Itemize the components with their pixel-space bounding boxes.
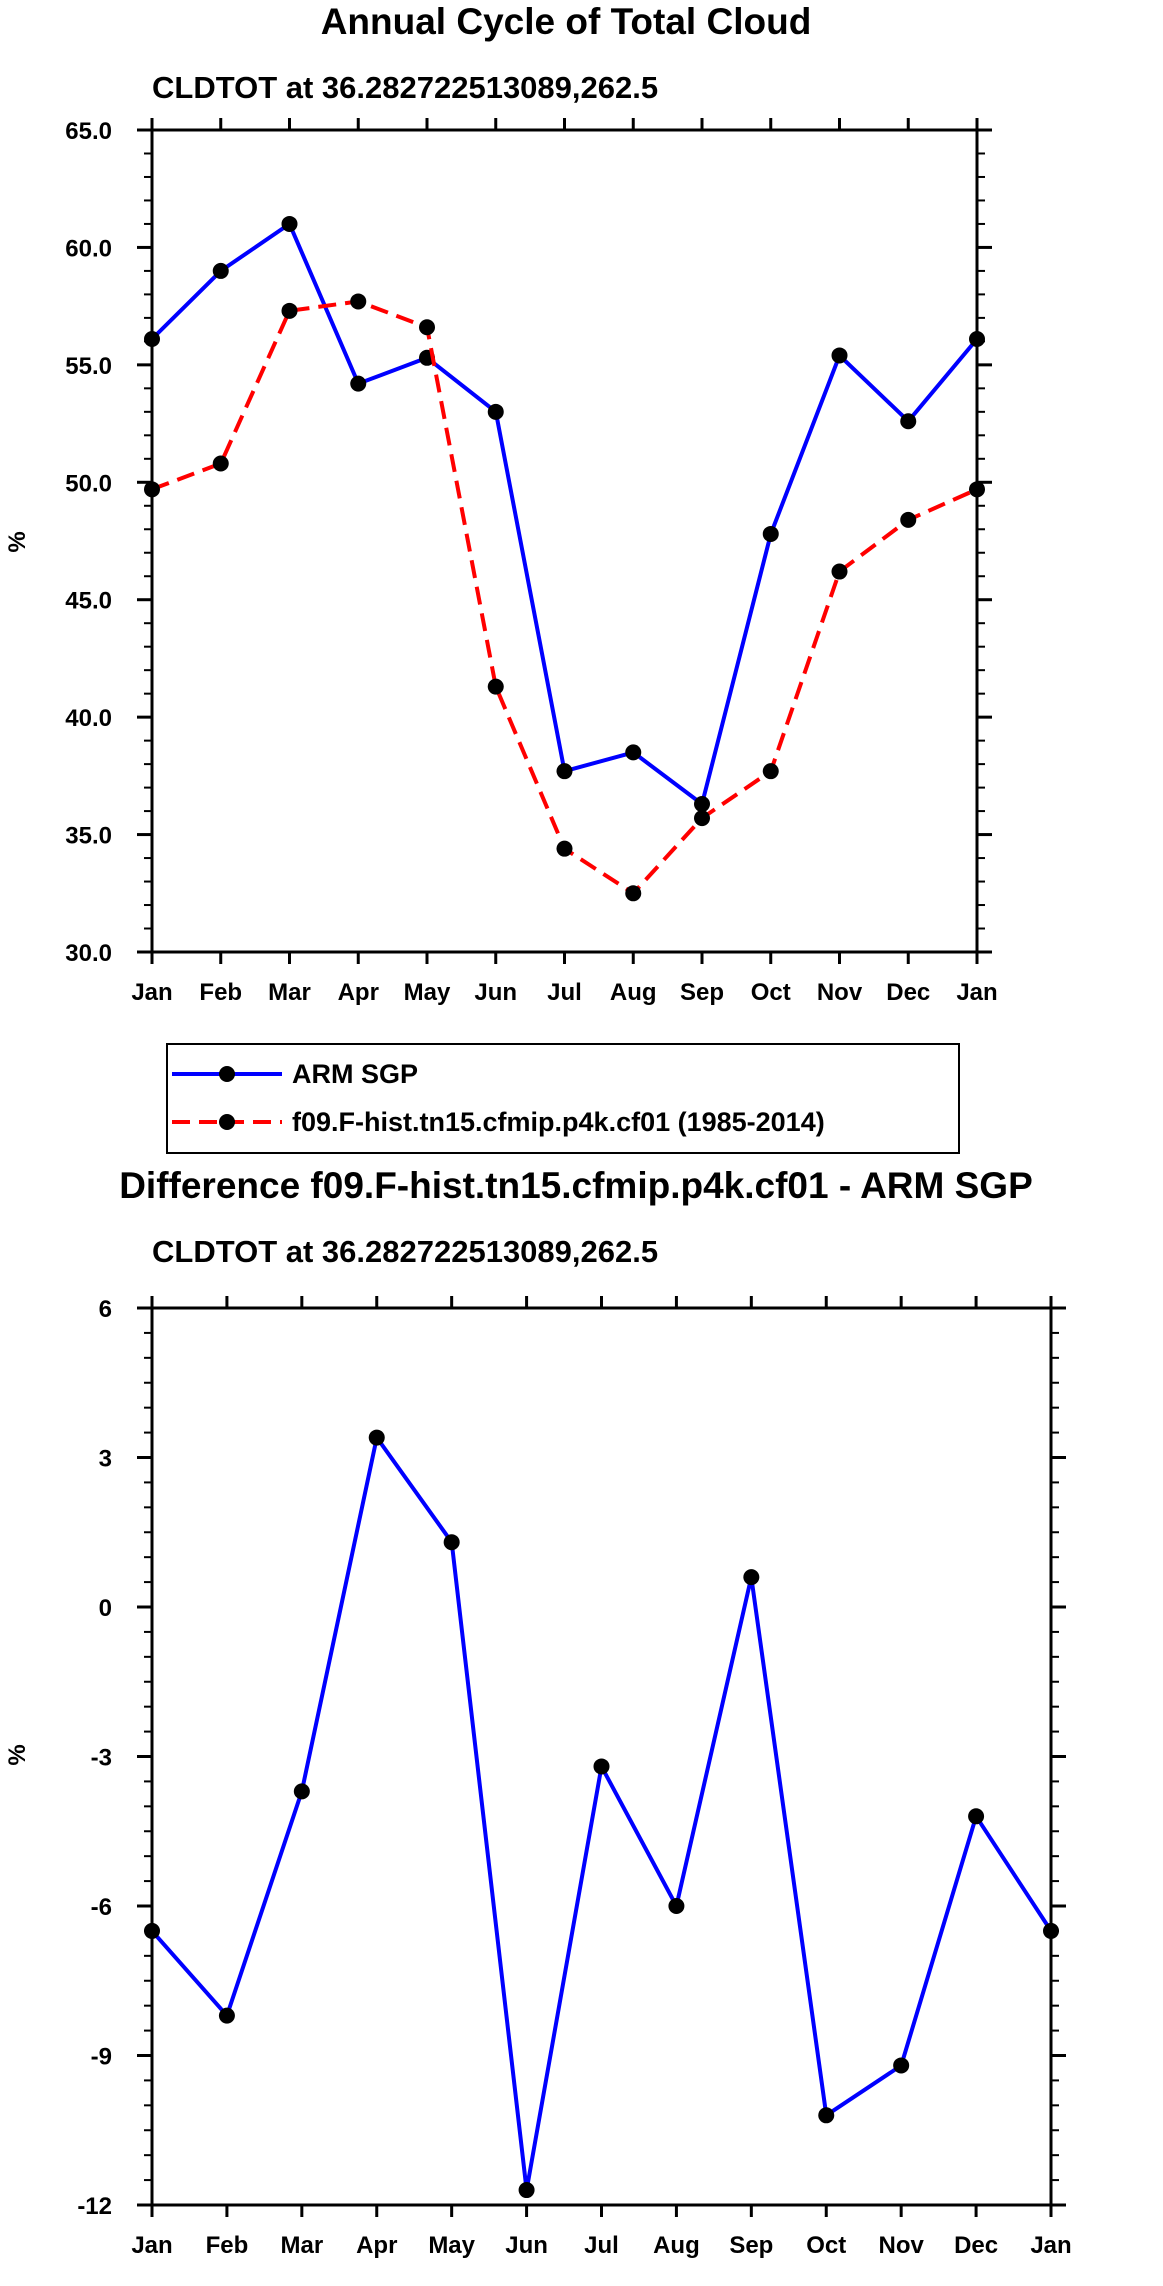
plot-frame [150, 128, 979, 954]
legend-label-model: f09.F-hist.tn15.cfmip.p4k.cf01 (1985-201… [292, 1107, 825, 1137]
x-tick-label: Jan [131, 979, 172, 1006]
y-tick-label: 40.0 [65, 705, 112, 732]
x-tick-label: Jun [505, 2232, 548, 2259]
plot-frame [150, 1306, 1053, 2207]
x-tick-label: Oct [806, 2232, 846, 2259]
x-tick-label: Nov [878, 2232, 924, 2259]
x-tick-label: Jun [474, 979, 517, 1006]
data-point [487, 403, 504, 420]
data-point [625, 744, 642, 761]
y-tick-label: -3 [91, 1745, 112, 1772]
data-point [593, 1758, 610, 1775]
data-point [893, 2057, 910, 2074]
x-tick-label: Feb [199, 979, 242, 1006]
axis-ticks: Jan Feb Mar Apr May Jun Jul Aug Sep Oct Nov Dec Jan-… [77, 1296, 1072, 2259]
y-tick-label: 50.0 [65, 470, 112, 497]
annual-cycle-panel: Annual Cycle of Total Cloud CLDTOT at 36… [4, 1, 998, 1154]
data-point [281, 302, 298, 319]
data-point [350, 375, 367, 392]
data-point [694, 796, 710, 813]
chart-subtitle: CLDTOT at 36.282722513089,262.5 [152, 70, 658, 105]
data-point [212, 262, 229, 279]
x-tick-label: Jan [131, 2232, 172, 2259]
y-tick-label: 60.0 [65, 235, 112, 262]
chart-title: Difference f09.F-hist.tn15.cfmip.p4k.cf0… [119, 1165, 1033, 1206]
data-point [625, 885, 642, 902]
x-tick-label: Mar [280, 2232, 323, 2259]
y-tick-label: 55.0 [65, 353, 112, 380]
x-tick-label: May [404, 979, 451, 1006]
x-tick-label: May [428, 2232, 475, 2259]
y-tick-label: 35.0 [65, 823, 112, 850]
data-point [694, 810, 710, 827]
data-point [487, 678, 504, 695]
data-point [762, 763, 779, 780]
x-tick-label: Oct [751, 979, 791, 1006]
difference-panel: Difference f09.F-hist.tn15.cfmip.p4k.cf0… [4, 1165, 1072, 2259]
x-tick-label: Jul [584, 2232, 619, 2259]
y-tick-label: 30.0 [65, 940, 112, 967]
data-point [518, 2182, 535, 2199]
y-tick-label: -12 [77, 2193, 112, 2220]
data-point [218, 2007, 235, 2024]
x-tick-label: Nov [817, 979, 863, 1006]
data-point [281, 215, 298, 232]
legend-marker-arm-sgp [219, 1066, 235, 1082]
x-tick-label: Mar [268, 979, 311, 1006]
data-point [443, 1534, 460, 1551]
x-tick-label: Apr [338, 979, 379, 1006]
legend: ARM SGP f09.F-hist.tn15.cfmip.p4k.cf01 (… [166, 1043, 960, 1154]
data-point [556, 763, 573, 780]
chart-title: Annual Cycle of Total Cloud [321, 1, 812, 42]
y-tick-label: 65.0 [65, 118, 112, 145]
data-point [293, 1783, 310, 1800]
data-point [668, 1898, 685, 1914]
series-line-0 [150, 221, 979, 806]
data-point [350, 293, 367, 310]
x-tick-label: Sep [680, 979, 724, 1006]
data-point [968, 1808, 985, 1825]
legend-box [166, 1043, 960, 1154]
x-tick-label: Aug [653, 2232, 700, 2259]
x-tick-label: Jan [956, 979, 997, 1006]
data-point [556, 840, 573, 857]
data-point [900, 413, 917, 430]
x-tick-label: Jan [1030, 2232, 1071, 2259]
data-point [818, 2107, 835, 2124]
data-point [831, 347, 848, 364]
series-line-0 [150, 1435, 1053, 2193]
y-tick-label: -6 [91, 1894, 112, 1921]
data-point [762, 525, 779, 542]
series-group [144, 215, 985, 902]
x-tick-label: Jul [547, 979, 582, 1006]
data-point [419, 319, 435, 336]
chart-subtitle: CLDTOT at 36.282722513089,262.5 [152, 1234, 658, 1269]
series-line-1 [151, 299, 978, 896]
y-tick-label: 6 [99, 1296, 112, 1323]
y-tick-label: 0 [99, 1595, 112, 1622]
data-point [831, 563, 848, 580]
series-group [144, 1429, 1059, 2199]
y-axis-label: % [4, 531, 31, 552]
y-tick-label: 3 [99, 1446, 112, 1473]
x-tick-label: Dec [886, 979, 930, 1006]
x-tick-label: Feb [206, 2232, 249, 2259]
y-tick-label: 45.0 [65, 588, 112, 615]
y-tick-label: -9 [91, 2044, 112, 2071]
legend-label-arm-sgp: ARM SGP [292, 1059, 418, 1089]
data-point [900, 511, 917, 528]
x-tick-label: Sep [729, 2232, 773, 2259]
y-axis-label: % [4, 1744, 31, 1765]
legend-marker-model [219, 1114, 235, 1130]
x-tick-label: Dec [954, 2232, 998, 2259]
data-point [212, 455, 229, 472]
axis-ticks: Jan Feb Mar Apr May Jun Jul Aug Sep Oct Nov Dec Jan 3… [65, 118, 998, 1006]
x-tick-label: Apr [356, 2232, 397, 2259]
data-point [743, 1569, 760, 1586]
data-point [368, 1429, 385, 1446]
x-tick-label: Aug [610, 979, 657, 1006]
